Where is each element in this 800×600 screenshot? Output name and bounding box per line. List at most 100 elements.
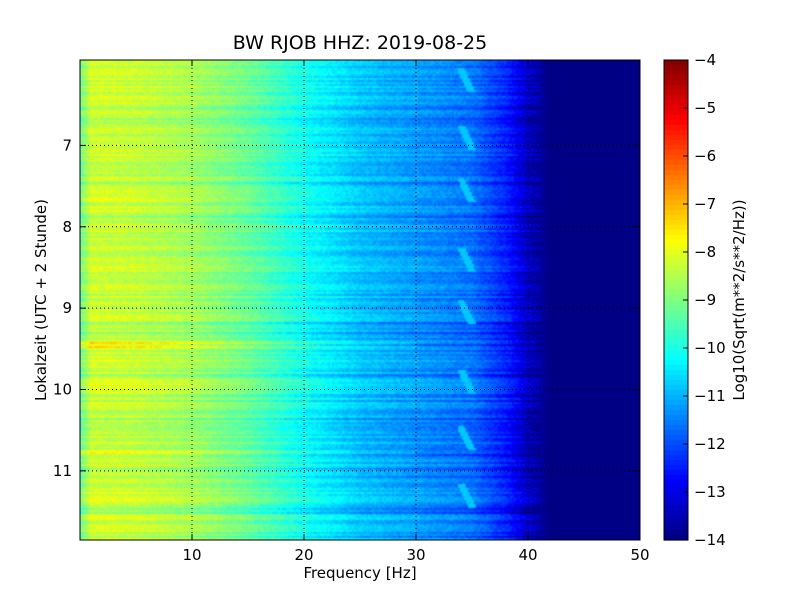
colorbar-segment — [664, 230, 688, 236]
colorbar-segment — [664, 75, 688, 81]
colorbar-segment — [664, 275, 688, 281]
colorbar-segment — [664, 85, 688, 91]
colorbar-tick-label: −14 — [694, 531, 726, 549]
colorbar-segment — [664, 465, 688, 471]
colorbar-segment — [664, 125, 688, 131]
colorbar-segment — [664, 450, 688, 456]
spectrogram-heatmap — [80, 60, 640, 540]
colorbar-segment — [664, 320, 688, 326]
colorbar-segment — [664, 375, 688, 381]
colorbar-segment — [664, 135, 688, 141]
colorbar-segment — [664, 140, 688, 146]
colorbar-segment — [664, 170, 688, 176]
colorbar-segment — [664, 80, 688, 86]
spectrogram-image — [80, 60, 640, 540]
colorbar-segment — [664, 225, 688, 231]
colorbar-segment — [664, 105, 688, 111]
colorbar-segment — [664, 355, 688, 361]
x-axis-label: Frequency [Hz] — [303, 564, 416, 582]
y-axis-ticks: 7 8 9 10 11 — [53, 136, 640, 480]
colorbar-segment — [664, 65, 688, 71]
colorbar-segment — [664, 220, 688, 226]
colorbar — [664, 60, 688, 541]
x-tick-label: 30 — [406, 546, 425, 564]
colorbar-segment — [664, 305, 688, 311]
y-tick-label: 11 — [53, 462, 72, 480]
colorbar-segment — [664, 405, 688, 411]
colorbar-segment — [664, 460, 688, 466]
colorbar-segment — [664, 510, 688, 516]
colorbar-segment — [664, 415, 688, 421]
x-tick-label: 40 — [518, 546, 537, 564]
y-tick-label: 7 — [62, 136, 72, 154]
colorbar-segment — [664, 455, 688, 461]
colorbar-segment — [664, 500, 688, 506]
x-axis-ticks: 10 20 30 40 50 — [182, 60, 650, 564]
colorbar-segment — [664, 425, 688, 431]
colorbar-segment — [664, 95, 688, 101]
colorbar-segment — [664, 470, 688, 476]
colorbar-segment — [664, 150, 688, 156]
colorbar-segment — [664, 70, 688, 76]
colorbar-segment — [664, 115, 688, 121]
colorbar-segment — [664, 330, 688, 336]
colorbar-segment — [664, 335, 688, 341]
colorbar-segment — [664, 265, 688, 271]
colorbar-segment — [664, 390, 688, 396]
colorbar-segment — [664, 295, 688, 301]
colorbar-tick-label: −9 — [694, 291, 716, 309]
colorbar-segment — [664, 515, 688, 521]
y-axis-label: Lokalzeit (UTC + 2 Stunde) — [32, 199, 50, 401]
colorbar-segment — [664, 145, 688, 151]
colorbar-segment — [664, 325, 688, 331]
colorbar-segment — [664, 130, 688, 136]
colorbar-segment — [664, 200, 688, 206]
colorbar-segment — [664, 180, 688, 186]
colorbar-segment — [664, 90, 688, 96]
colorbar-segment — [664, 245, 688, 251]
colorbar-segment — [664, 520, 688, 526]
colorbar-segment — [664, 100, 688, 106]
colorbar-segment — [664, 350, 688, 356]
colorbar-segment — [664, 385, 688, 391]
colorbar-tick-label: −13 — [694, 483, 726, 501]
colorbar-segment — [664, 435, 688, 441]
colorbar-segment — [664, 210, 688, 216]
colorbar-segment — [664, 475, 688, 481]
colorbar-tick-label: −6 — [694, 147, 716, 165]
colorbar-segment — [664, 270, 688, 276]
colorbar-segment — [664, 535, 688, 541]
colorbar-segment — [664, 155, 688, 161]
colorbar-segment — [664, 260, 688, 266]
colorbar-segment — [664, 175, 688, 181]
colorbar-segment — [664, 290, 688, 296]
colorbar-segment — [664, 285, 688, 291]
colorbar-segment — [664, 445, 688, 451]
colorbar-segment — [664, 490, 688, 496]
x-tick-label: 50 — [630, 546, 649, 564]
colorbar-segment — [664, 195, 688, 201]
colorbar-segment — [664, 255, 688, 261]
colorbar-segment — [664, 110, 688, 116]
colorbar-segment — [664, 365, 688, 371]
colorbar-segment — [664, 530, 688, 536]
colorbar-segment — [664, 120, 688, 126]
colorbar-segment — [664, 60, 688, 66]
colorbar-segment — [664, 430, 688, 436]
colorbar-segment — [664, 165, 688, 171]
colorbar-tick-label: −4 — [694, 51, 716, 69]
colorbar-segment — [664, 525, 688, 531]
colorbar-segment — [664, 205, 688, 211]
colorbar-segment — [664, 420, 688, 426]
colorbar-segment — [664, 345, 688, 351]
colorbar-segment — [664, 340, 688, 346]
colorbar-segment — [664, 185, 688, 191]
colorbar-segment — [664, 215, 688, 221]
colorbar-segment — [664, 505, 688, 511]
colorbar-segment — [664, 310, 688, 316]
grid-lines — [80, 60, 640, 540]
colorbar-segment — [664, 480, 688, 486]
colorbar-segment — [664, 400, 688, 406]
colorbar-tick-label: −10 — [694, 339, 726, 357]
